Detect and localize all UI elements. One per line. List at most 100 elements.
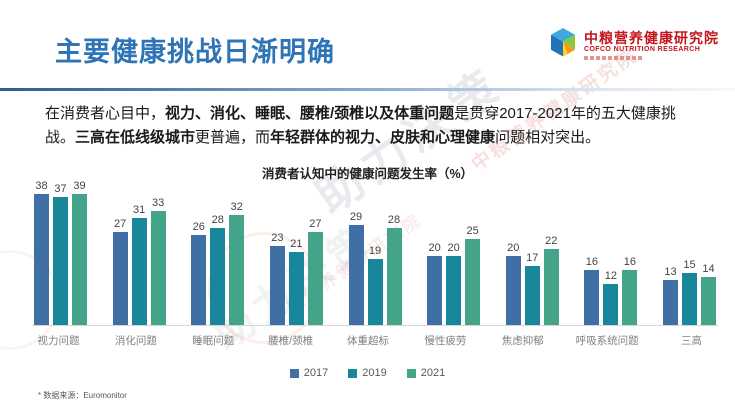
bar-2017-腰椎/颈椎 bbox=[269, 246, 285, 325]
bar-value-label: 20 bbox=[428, 242, 441, 254]
bar-unit: 26 bbox=[191, 180, 207, 325]
bar-unit: 28 bbox=[386, 180, 402, 325]
title-divider bbox=[0, 88, 735, 91]
bar-unit: 13 bbox=[663, 180, 678, 325]
bar-2021-睡眠问题 bbox=[229, 215, 245, 325]
bar-value-label: 27 bbox=[309, 218, 322, 230]
bar-group-8: 16 12 16 bbox=[584, 180, 638, 325]
bar-value-label: 13 bbox=[664, 266, 677, 278]
bar-unit: 20 bbox=[427, 180, 443, 325]
bar-2017-呼吸系统问题 bbox=[584, 270, 600, 325]
category-label-6: 慢性疲劳 bbox=[424, 335, 467, 347]
bar-group-5: 29 19 28 bbox=[348, 180, 402, 325]
bar-2017-体重超标 bbox=[348, 225, 364, 325]
cofco-logo: 中粮营养健康研究院 COFCO NUTRITION RESEARCH bbox=[548, 26, 719, 61]
bar-2019-睡眠问题 bbox=[210, 228, 226, 325]
category-label-1: 视力问题 bbox=[37, 335, 80, 347]
bar-group-6: 20 20 25 bbox=[427, 180, 481, 325]
bar-value-label: 39 bbox=[73, 180, 86, 192]
intro-paragraph: 在消费者心目中，视力、消化、睡眠、腰椎/颈椎以及体重问题是贯穿2017-2021… bbox=[45, 102, 705, 151]
bar-unit: 16 bbox=[584, 180, 600, 325]
bar-value-label: 16 bbox=[623, 256, 636, 268]
bar-2019-体重超标 bbox=[367, 259, 383, 325]
legend-label: 2017 bbox=[303, 367, 329, 379]
bar-unit: 25 bbox=[465, 180, 481, 325]
legend-label: 2021 bbox=[420, 367, 446, 379]
bar-value-label: 15 bbox=[683, 259, 696, 271]
bar-value-label: 27 bbox=[114, 218, 127, 230]
bar-chart: 38 37 39 27 31 33 26 28 32 23 21 27 29 19 28 20 20 25 20 17… bbox=[32, 180, 718, 348]
bar-unit: 32 bbox=[229, 180, 245, 325]
intro-bold-text: 年轻群体的视力、皮肤和心理健康 bbox=[270, 129, 496, 147]
bar-2019-视力问题 bbox=[53, 197, 68, 325]
bar-value-label: 37 bbox=[54, 183, 67, 195]
bar-value-label: 29 bbox=[349, 211, 363, 223]
bar-value-label: 25 bbox=[466, 225, 479, 237]
bar-unit: 29 bbox=[348, 180, 364, 325]
bar-unit: 17 bbox=[524, 180, 540, 325]
bar-group-3: 26 28 32 bbox=[191, 180, 245, 325]
bar-2019-焦虑抑郁 bbox=[524, 266, 540, 325]
bar-value-label: 20 bbox=[447, 242, 460, 254]
bar-2021-视力问题 bbox=[72, 194, 87, 325]
bar-value-label: 14 bbox=[702, 263, 715, 275]
legend-label: 2019 bbox=[362, 367, 387, 379]
cofco-cube-icon bbox=[551, 28, 575, 57]
bar-value-label: 22 bbox=[545, 235, 558, 247]
logo-text: 中粮营养健康研究院 COFCO NUTRITION RESEARCH bbox=[584, 26, 719, 61]
bar-group-4: 23 21 27 bbox=[269, 180, 323, 325]
legend-item-2019: 2019 bbox=[348, 367, 387, 379]
legend-swatch-icon bbox=[289, 368, 299, 378]
bar-group-1: 38 37 39 bbox=[34, 180, 87, 325]
intro-text: 是贯穿2017-2021年的五大健康挑战。 bbox=[45, 105, 676, 147]
bar-value-label: 32 bbox=[230, 201, 243, 213]
bar-unit: 22 bbox=[543, 180, 559, 325]
slide-header: 主要健康挑战日渐明确 中粮营养健康研究院 COFCO NUTRITION RES… bbox=[0, 0, 735, 90]
category-label-5: 体重超标 bbox=[347, 335, 389, 347]
bar-2021-呼吸系统问题 bbox=[622, 270, 638, 325]
category-label-4: 腰椎/颈椎 bbox=[268, 335, 314, 347]
bar-unit: 27 bbox=[307, 180, 323, 325]
bar-value-label: 28 bbox=[387, 214, 401, 226]
bar-value-label: 33 bbox=[152, 197, 165, 209]
bar-unit: 20 bbox=[505, 180, 521, 325]
bar-2021-腰椎/颈椎 bbox=[307, 232, 323, 325]
intro-text: 更普遍，而 bbox=[195, 129, 271, 147]
bar-value-label: 21 bbox=[290, 238, 303, 250]
bar-unit: 20 bbox=[446, 180, 462, 325]
bar-unit: 38 bbox=[34, 180, 49, 325]
bar-value-label: 38 bbox=[35, 180, 48, 192]
legend-swatch-icon bbox=[406, 368, 416, 378]
bar-2021-焦虑抑郁 bbox=[543, 249, 559, 325]
bar-unit: 12 bbox=[603, 180, 619, 325]
bar-2021-三高 bbox=[701, 277, 716, 325]
category-label-9: 三高 bbox=[681, 335, 702, 347]
bar-2019-慢性疲劳 bbox=[446, 256, 462, 325]
bar-2017-睡眠问题 bbox=[191, 235, 207, 325]
bar-unit: 21 bbox=[288, 180, 304, 325]
logo-name-en: COFCO NUTRITION RESEARCH bbox=[584, 46, 701, 54]
bar-unit: 15 bbox=[682, 180, 697, 325]
bar-2017-焦虑抑郁 bbox=[505, 256, 521, 325]
bar-unit: 37 bbox=[53, 180, 68, 325]
bar-value-label: 31 bbox=[133, 204, 146, 216]
bar-unit: 16 bbox=[622, 180, 638, 325]
bar-2017-视力问题 bbox=[34, 194, 49, 325]
category-label-8: 呼吸系统问题 bbox=[575, 335, 639, 347]
bar-value-label: 17 bbox=[526, 252, 539, 264]
bar-value-label: 19 bbox=[368, 245, 382, 257]
legend-item-2017: 2017 bbox=[289, 367, 329, 379]
bar-2019-呼吸系统问题 bbox=[603, 284, 619, 325]
bar-group-7: 20 17 22 bbox=[505, 180, 559, 325]
bar-value-label: 26 bbox=[192, 221, 205, 233]
bar-unit: 39 bbox=[72, 180, 87, 325]
legend-item-2021: 2021 bbox=[406, 367, 446, 379]
bar-unit: 14 bbox=[701, 180, 716, 325]
bar-2019-三高 bbox=[682, 273, 697, 325]
category-label-7: 焦虑抑郁 bbox=[501, 335, 544, 347]
bar-value-label: 16 bbox=[585, 256, 598, 268]
bar-unit: 31 bbox=[131, 180, 147, 325]
bar-value-label: 12 bbox=[604, 270, 617, 282]
bar-unit: 19 bbox=[367, 180, 383, 325]
logo-name-cn: 中粮营养健康研究院 bbox=[584, 30, 719, 46]
